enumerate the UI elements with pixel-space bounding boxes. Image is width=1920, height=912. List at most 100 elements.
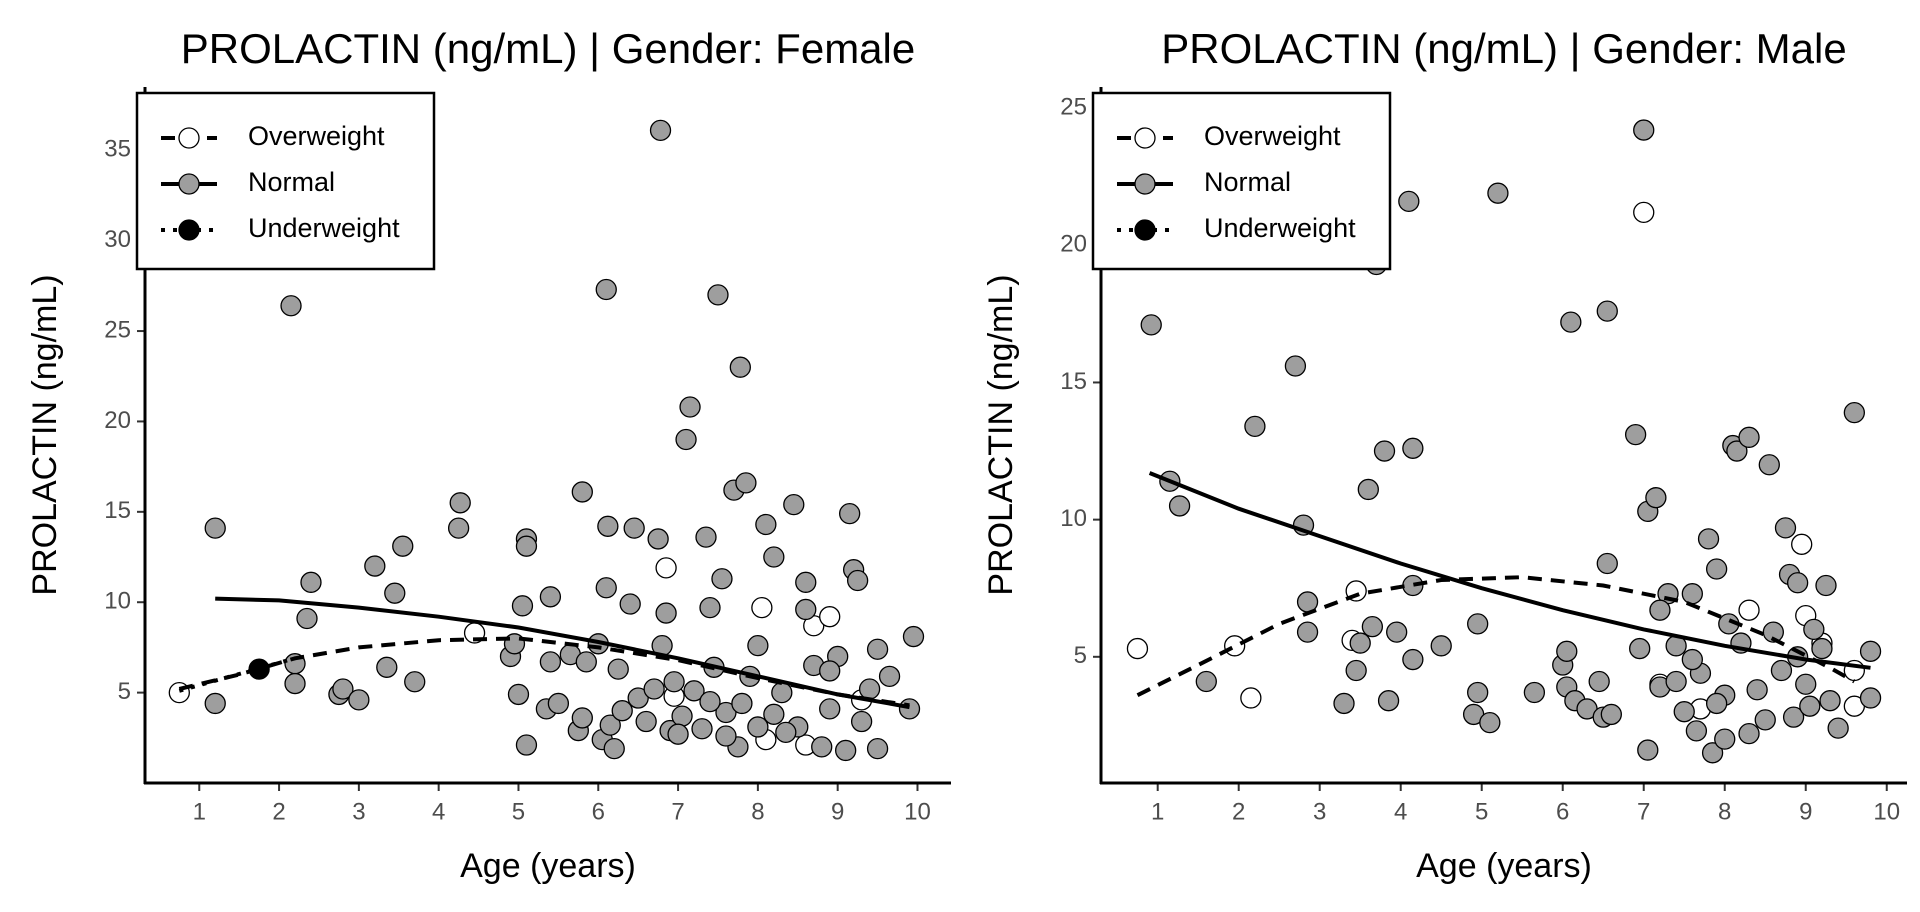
data-point	[783, 493, 805, 516]
data-point	[1467, 681, 1489, 704]
x-tick-label: 3	[1313, 798, 1326, 825]
data-point	[1649, 599, 1671, 621]
data-point	[735, 472, 757, 494]
data-point	[348, 689, 370, 711]
data-point	[623, 517, 645, 539]
data-point	[839, 502, 861, 525]
y-tick-label: 20	[104, 407, 131, 434]
x-tick-label: 4	[432, 798, 445, 825]
y-axis-label: PROLACTIN (ng/mL)	[982, 274, 1020, 595]
x-tick-label: 10	[1873, 798, 1900, 825]
data-point	[571, 481, 593, 503]
data-point	[655, 557, 677, 579]
trend-line	[215, 596, 910, 710]
data-point	[1815, 574, 1837, 597]
x-axis-label: Age (years)	[1416, 847, 1592, 885]
data-point	[1714, 728, 1736, 750]
legend-marker	[178, 173, 200, 195]
data-point	[1140, 314, 1162, 336]
data-point	[539, 651, 562, 673]
data-point	[1770, 659, 1793, 682]
data-point	[1168, 495, 1191, 517]
data-point	[539, 586, 562, 608]
data-point	[1774, 517, 1797, 539]
y-tick-label: 20	[1060, 231, 1087, 258]
y-tick-label: 5	[1074, 642, 1087, 669]
y-tick-label: 5	[118, 678, 131, 705]
y-tick-label: 15	[1060, 368, 1087, 395]
data-point	[1738, 722, 1760, 745]
x-tick-label: 1	[1151, 798, 1164, 825]
data-point	[1560, 311, 1582, 333]
data-point	[1782, 706, 1805, 728]
data-point	[1673, 701, 1695, 723]
data-point	[731, 692, 753, 715]
data-point	[795, 571, 817, 593]
y-tick-label: 25	[1060, 93, 1087, 120]
x-axis-label: Age (years)	[460, 847, 636, 885]
data-point	[1685, 720, 1708, 742]
data-point	[300, 571, 322, 593]
data-point	[1479, 711, 1501, 734]
data-point	[280, 295, 302, 317]
x-tick-label: 7	[671, 798, 684, 825]
data-point	[902, 625, 925, 648]
data-point	[595, 278, 617, 301]
data-point	[898, 698, 921, 720]
data-point	[1681, 648, 1703, 671]
data-point	[449, 492, 471, 514]
data-point	[296, 607, 318, 630]
data-point	[771, 681, 793, 704]
data-point	[835, 739, 857, 762]
data-point	[603, 738, 625, 760]
chart-title: PROLACTIN (ng/mL) | Gender: Male	[1161, 25, 1846, 72]
data-point	[599, 714, 621, 736]
legend: Overweight Normal Underweight	[135, 91, 436, 271]
panel: PROLACTIN (ng/mL) | Gender: Female Age (y…	[26, 25, 951, 885]
data-point	[1859, 687, 1882, 709]
data-point	[819, 660, 841, 682]
data-point	[1665, 670, 1687, 693]
data-point	[595, 577, 617, 599]
data-point	[679, 396, 701, 418]
data-point	[811, 736, 833, 758]
y-tick-label: 30	[104, 226, 131, 253]
data-point	[663, 671, 685, 693]
data-point	[1645, 487, 1667, 509]
data-point	[511, 595, 534, 617]
data-point	[1738, 426, 1760, 448]
data-point	[1746, 679, 1768, 701]
data-point	[747, 716, 769, 738]
legend-marker	[1134, 127, 1156, 149]
legend-marker	[178, 219, 200, 241]
y-axis-label: PROLACTIN (ng/mL)	[26, 274, 64, 595]
trend-line	[178, 656, 296, 693]
data-point	[1705, 692, 1728, 715]
data-point	[635, 710, 657, 733]
data-point	[1398, 190, 1420, 213]
data-point	[1811, 637, 1833, 660]
data-point	[1596, 300, 1618, 322]
data-point	[1556, 640, 1578, 662]
data-point	[850, 710, 873, 733]
data-point	[392, 535, 414, 557]
data-point	[1795, 673, 1817, 695]
data-point	[667, 723, 689, 745]
data-point	[1633, 201, 1655, 224]
data-point	[775, 721, 797, 744]
data-point	[675, 428, 697, 451]
data-point	[691, 718, 713, 740]
data-point	[1467, 613, 1489, 635]
data-point	[515, 734, 538, 756]
data-point	[1819, 690, 1841, 712]
legend-marker	[178, 127, 200, 149]
data-point	[1726, 440, 1748, 462]
data-point	[204, 517, 226, 539]
panel: PROLACTIN (ng/mL) | Gender: Male Age (yea…	[982, 25, 1907, 885]
data-point	[715, 701, 737, 724]
y-tick-label: 15	[104, 497, 131, 524]
data-point	[699, 596, 721, 619]
x-tick-label: 10	[904, 798, 931, 825]
data-point	[1637, 739, 1659, 761]
